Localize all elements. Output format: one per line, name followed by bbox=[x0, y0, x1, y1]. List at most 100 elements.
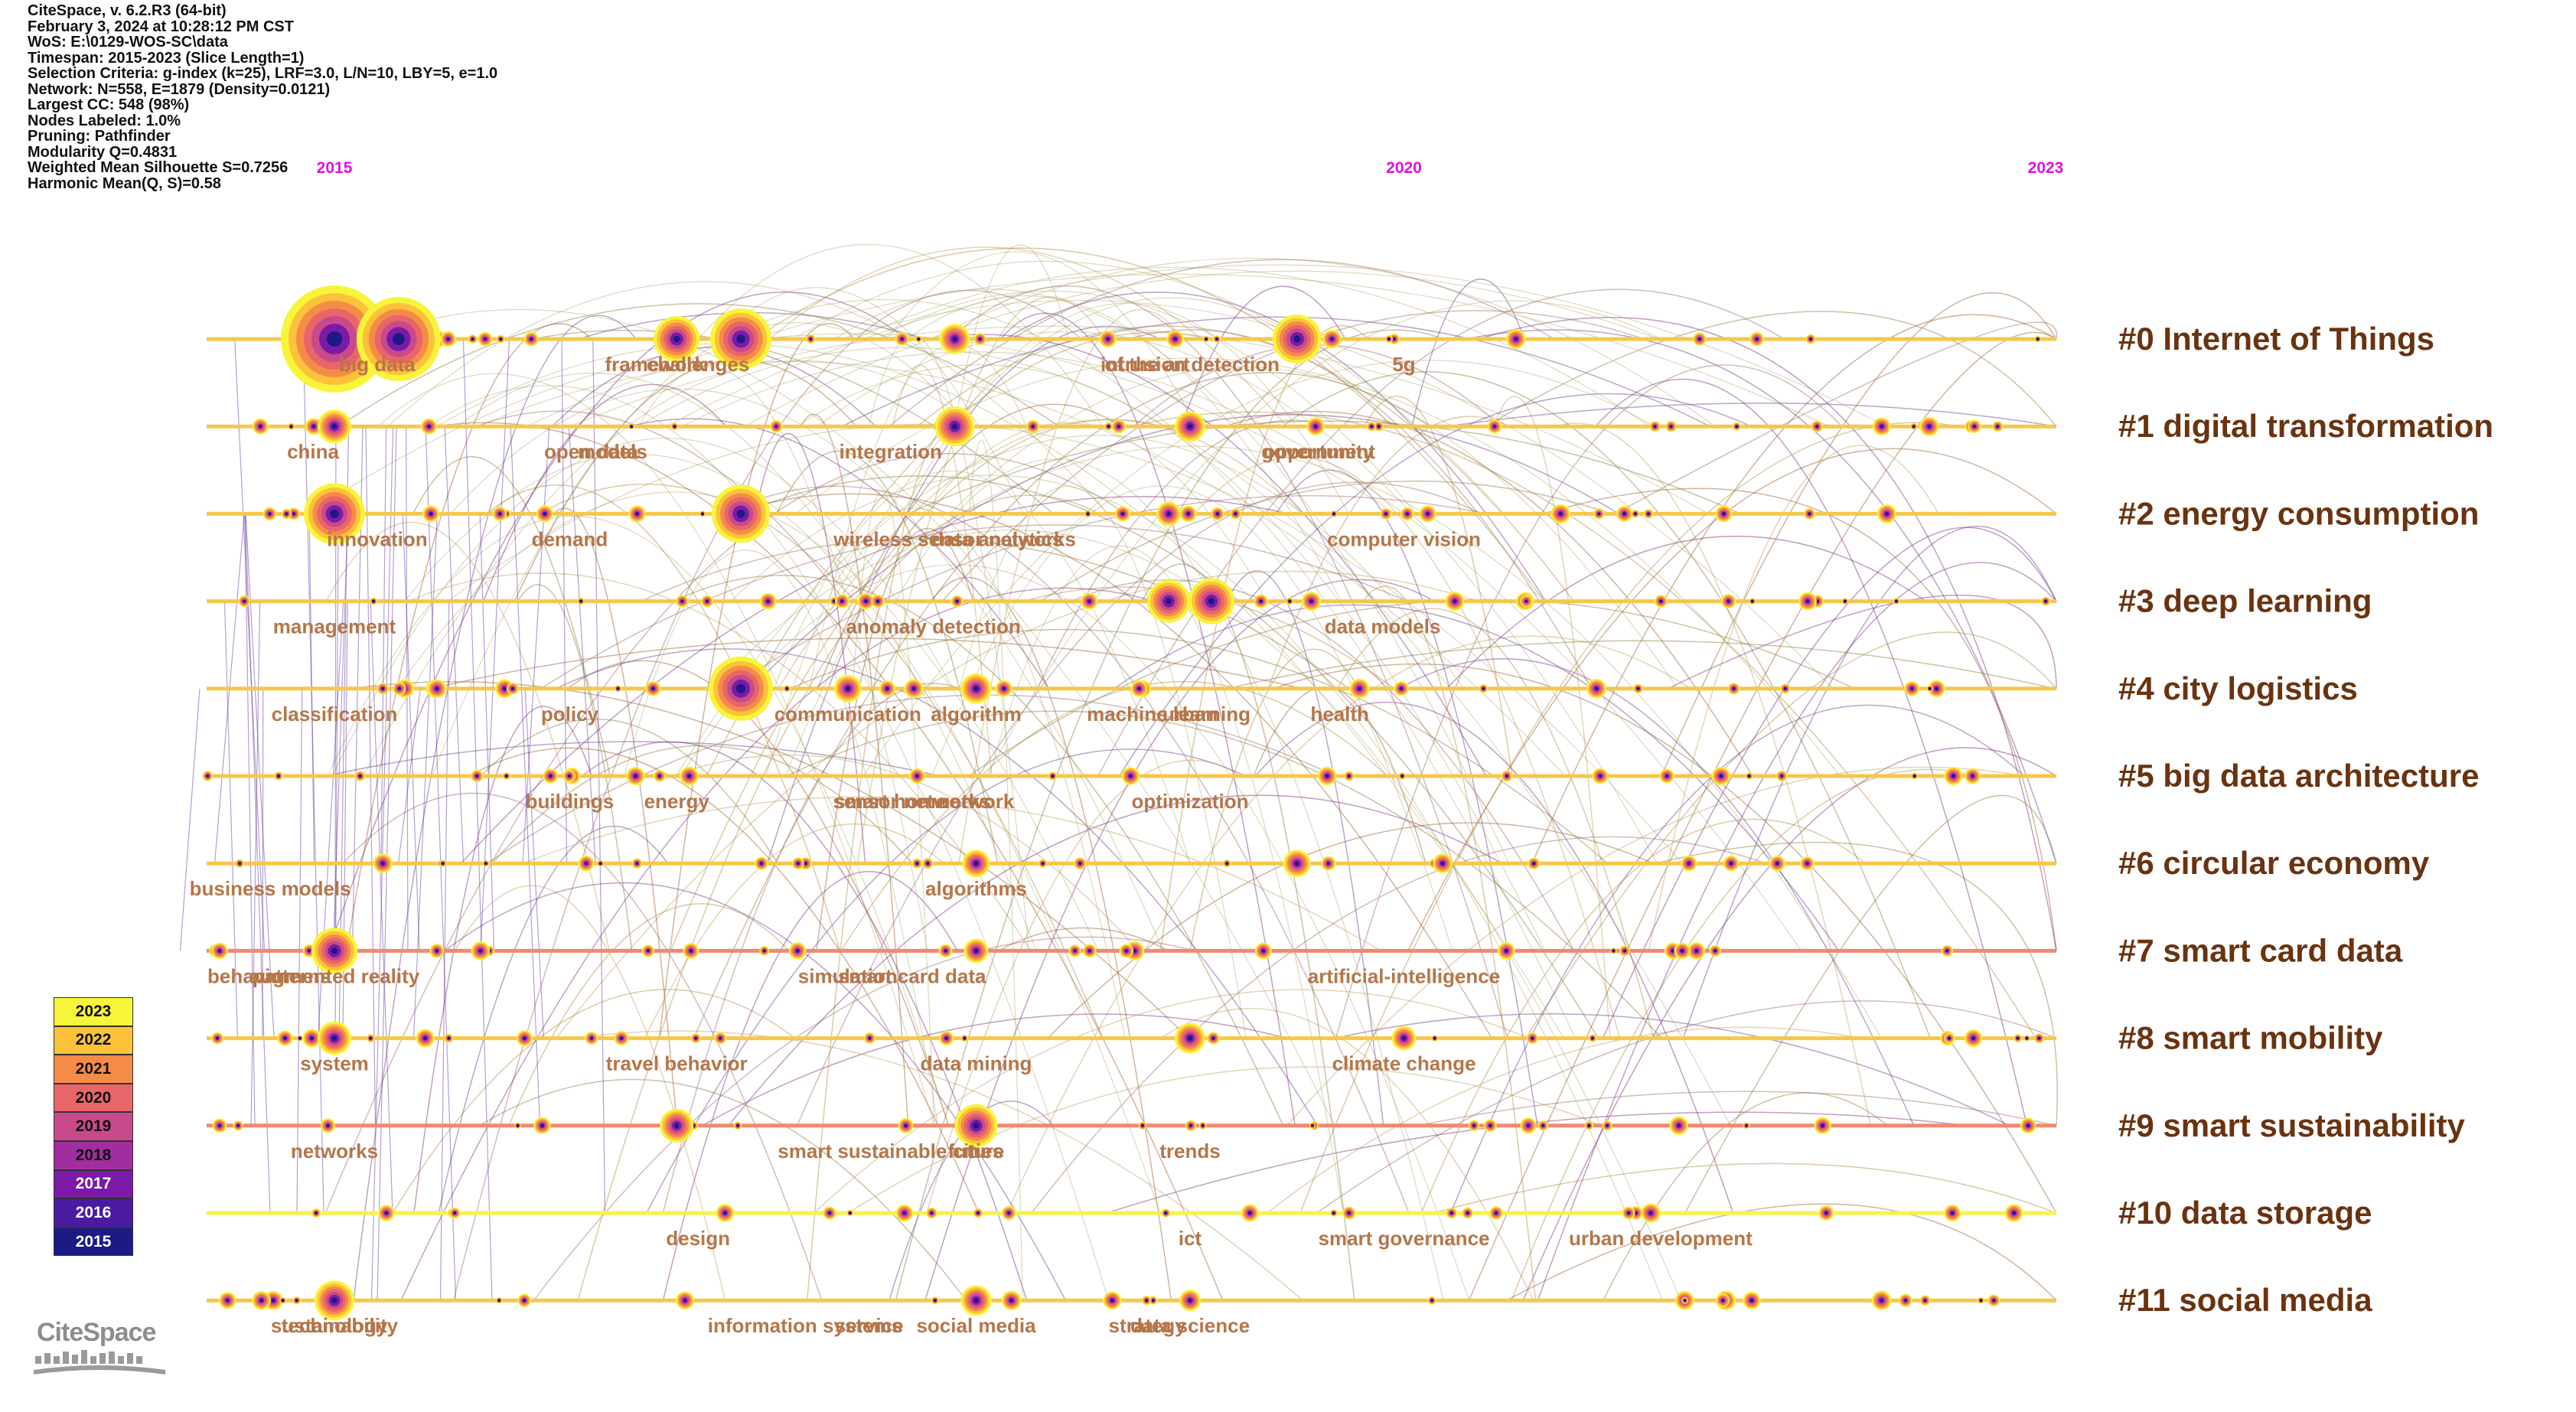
keyword-node bbox=[1446, 1207, 1458, 1219]
keyword-node bbox=[366, 1034, 375, 1043]
keyword-label: algorithms bbox=[925, 877, 1027, 900]
keyword-node bbox=[631, 858, 643, 869]
keyword-node bbox=[471, 941, 491, 960]
keyword-node bbox=[951, 595, 964, 608]
keyword-node bbox=[1818, 1205, 1834, 1221]
keyword-node bbox=[1528, 857, 1540, 869]
keyword-node bbox=[1776, 770, 1788, 782]
keyword-node bbox=[1138, 1121, 1147, 1130]
keyword-node bbox=[1749, 598, 1756, 605]
cluster-label-10: #10 data storage bbox=[2118, 1195, 2372, 1231]
keyword-node bbox=[1384, 335, 1393, 343]
cluster-label-1: #1 digital transformation bbox=[2118, 408, 2493, 444]
keyword-node bbox=[1272, 315, 1322, 364]
keyword-node bbox=[1926, 685, 1933, 692]
keyword-node bbox=[1602, 1120, 1612, 1131]
keyword-node bbox=[1283, 849, 1311, 878]
keyword-node bbox=[1622, 1206, 1635, 1220]
keyword-node bbox=[1805, 334, 1816, 344]
timeline-year-label: 2020 bbox=[1386, 159, 1422, 177]
cluster-label-2: #2 energy consumption bbox=[2118, 495, 2479, 531]
keyword-node bbox=[1687, 941, 1706, 960]
keyword-node bbox=[296, 1035, 303, 1042]
keyword-node bbox=[478, 331, 493, 347]
keyword-label: behavior bbox=[207, 964, 290, 987]
keyword-node bbox=[1082, 944, 1097, 958]
keyword-label: computer vision bbox=[1327, 527, 1481, 550]
keyword-node bbox=[354, 771, 366, 781]
keyword-node bbox=[211, 942, 228, 960]
keyword-node bbox=[1965, 768, 1981, 784]
keyword-node bbox=[755, 856, 768, 870]
keyword-node bbox=[1433, 853, 1453, 874]
keyword-node bbox=[311, 928, 357, 974]
keyword-node bbox=[1329, 1209, 1338, 1217]
keyword-node bbox=[834, 594, 849, 608]
keyword-node bbox=[523, 331, 539, 347]
info-network-size: Network: N=558, E=1879 (Density=0.0121) bbox=[28, 80, 331, 98]
keyword-node bbox=[1398, 772, 1407, 780]
keyword-node bbox=[427, 679, 447, 699]
keyword-node bbox=[277, 1030, 293, 1046]
keyword-label: sensor networks bbox=[833, 790, 991, 813]
keyword-node bbox=[1723, 855, 1740, 872]
keyword-node bbox=[1230, 508, 1241, 520]
keyword-node bbox=[716, 1204, 735, 1222]
keyword-node bbox=[1987, 1294, 2000, 1307]
legend-year-2015: 2015 bbox=[54, 1227, 133, 1257]
keyword-node bbox=[536, 505, 553, 523]
keyword-node bbox=[2041, 596, 2051, 606]
keyword-label: service bbox=[835, 1314, 904, 1337]
keyword-node bbox=[1968, 419, 1981, 433]
keyword-node bbox=[1872, 417, 1891, 436]
keyword-label: buildings bbox=[526, 790, 615, 813]
keyword-label: information systems bbox=[708, 1314, 902, 1337]
keyword-label: urban bbox=[1162, 703, 1218, 726]
keyword-label: social media bbox=[916, 1314, 1036, 1337]
keyword-node bbox=[788, 942, 807, 960]
keyword-node bbox=[1716, 1293, 1730, 1308]
keyword-node bbox=[614, 1031, 629, 1046]
keyword-node bbox=[939, 324, 970, 354]
keyword-node bbox=[879, 680, 895, 697]
keyword-node bbox=[871, 594, 885, 608]
keyword-node bbox=[938, 944, 953, 958]
keyword-node bbox=[1619, 945, 1630, 957]
keyword-label: machine learning bbox=[1087, 703, 1251, 726]
keyword-node bbox=[1330, 510, 1338, 517]
keyword-node bbox=[1910, 422, 1918, 430]
keyword-label: data analytics bbox=[931, 527, 1063, 550]
keyword-node bbox=[626, 766, 645, 786]
cluster-label-0: #0 Internet of Things bbox=[2118, 321, 2434, 357]
info-harmonic-mean: Harmonic Mean(Q, S)=0.58 bbox=[28, 174, 221, 192]
keyword-node bbox=[1142, 1296, 1152, 1306]
keyword-label: sustainability bbox=[271, 1314, 399, 1337]
keyword-label: framework bbox=[605, 353, 706, 376]
info-software-version: CiteSpace, v. 6.2.R3 (64-bit) bbox=[28, 2, 227, 19]
keyword-node bbox=[597, 859, 604, 867]
keyword-node bbox=[517, 1030, 533, 1047]
keyword-node bbox=[1610, 947, 1617, 954]
info-silhouette: Weighted Mean Silhouette S=0.7256 bbox=[28, 159, 289, 176]
info-selection-criteria: Selection Criteria: g-index (k=25), LRF=… bbox=[28, 65, 498, 82]
keyword-node bbox=[712, 484, 771, 543]
keyword-label: patterns bbox=[253, 964, 331, 987]
legend-year-2019: 2019 bbox=[54, 1112, 133, 1141]
keyword-node bbox=[449, 1207, 461, 1219]
keyword-node bbox=[1185, 1120, 1197, 1132]
keyword-node bbox=[676, 595, 689, 608]
legend-year-2020: 2020 bbox=[54, 1083, 133, 1113]
legend-year-2023: 2023 bbox=[54, 997, 133, 1026]
keyword-node bbox=[1119, 944, 1134, 958]
cluster-label-7: #7 smart card data bbox=[2118, 932, 2403, 968]
keyword-node bbox=[1649, 421, 1661, 432]
keyword-node bbox=[440, 331, 456, 347]
keyword-node bbox=[660, 1108, 694, 1143]
keyword-node bbox=[690, 1033, 701, 1044]
keyword-node bbox=[641, 944, 654, 957]
keyword-label: climate change bbox=[1332, 1052, 1476, 1075]
keyword-label: energy bbox=[644, 790, 710, 813]
keyword-node bbox=[759, 592, 777, 610]
keyword-node bbox=[1207, 1032, 1220, 1045]
keyword-label: data mining bbox=[921, 1052, 1032, 1075]
